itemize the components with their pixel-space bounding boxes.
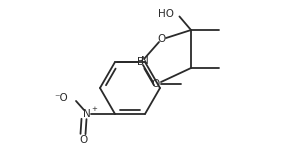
Text: O: O [151, 79, 159, 89]
Text: HO: HO [158, 9, 174, 19]
Text: +: + [91, 106, 97, 112]
Text: O: O [79, 135, 87, 145]
Text: N: N [83, 109, 91, 119]
Text: N: N [141, 56, 149, 66]
Text: O: O [158, 34, 166, 44]
Text: B: B [137, 57, 145, 67]
Text: ⁻O: ⁻O [54, 93, 68, 103]
